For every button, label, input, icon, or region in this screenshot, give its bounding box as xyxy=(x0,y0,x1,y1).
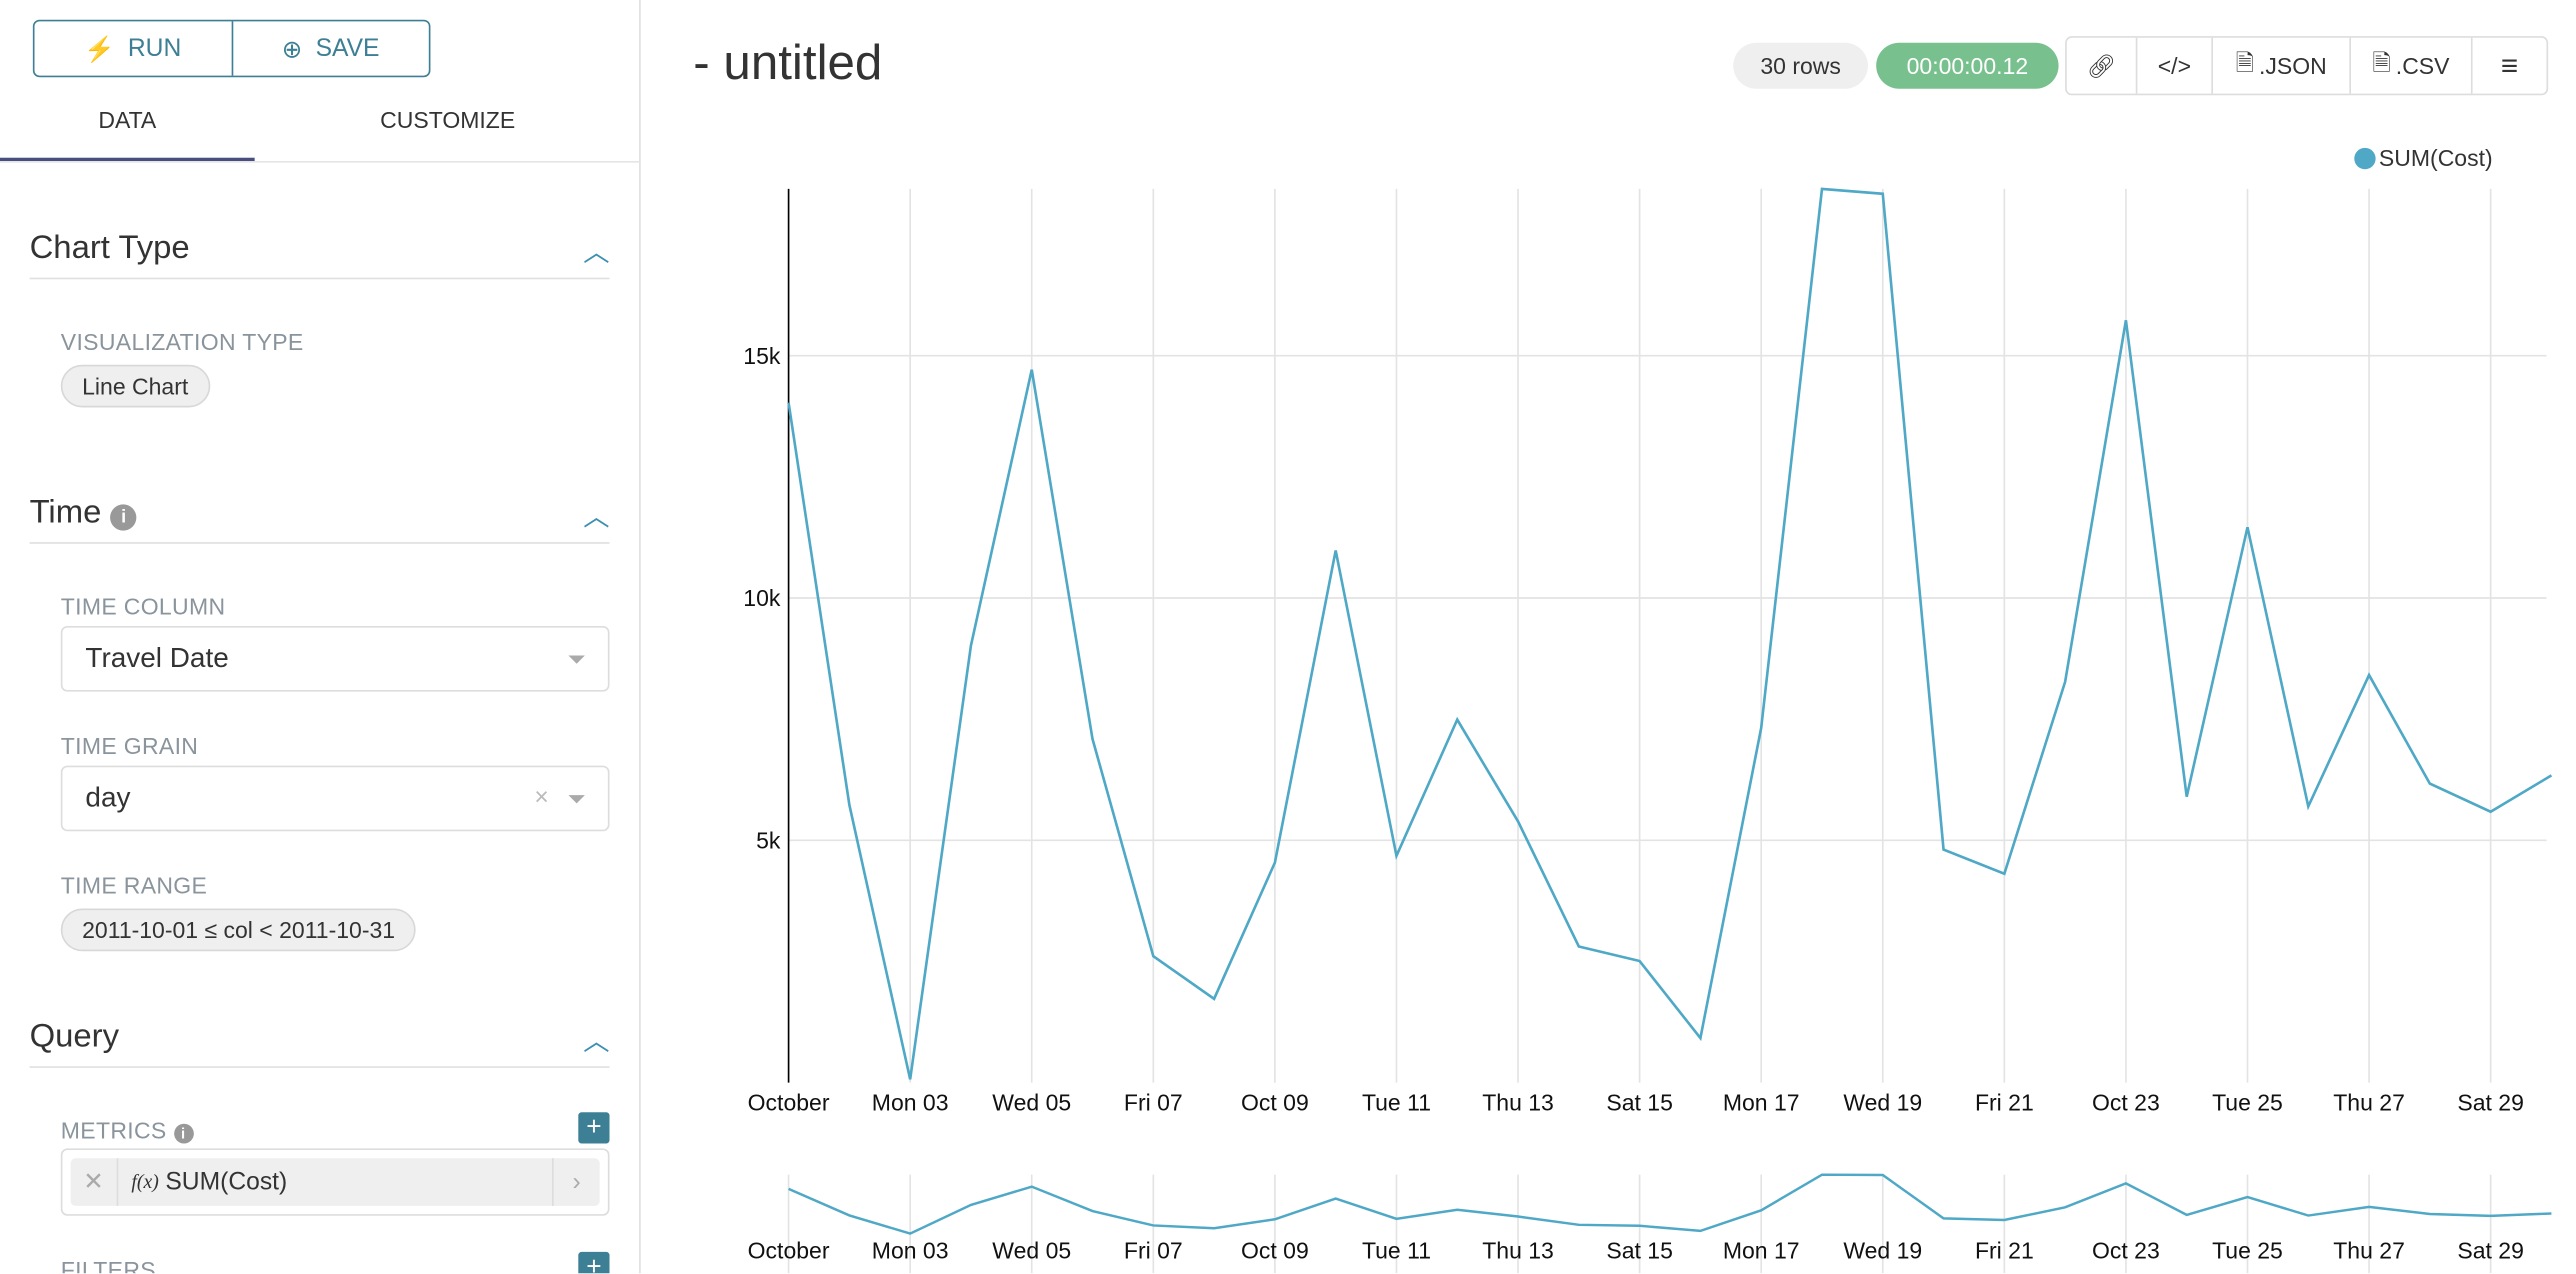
brush-tick-label: October xyxy=(748,1237,830,1263)
embed-button[interactable]: </> xyxy=(2137,37,2213,94)
x-tick-label: October xyxy=(748,1090,830,1116)
info-icon: i xyxy=(173,1123,194,1144)
section-time[interactable]: Time i ︿ xyxy=(29,485,610,544)
bolt-icon: ⚡ xyxy=(84,35,115,64)
brush-tick-label: Mon 03 xyxy=(872,1237,949,1263)
metric-item[interactable]: ✕ f(x) SUM(Cost) › xyxy=(70,1158,600,1206)
remove-metric-icon[interactable]: ✕ xyxy=(71,1158,119,1206)
x-tick-label: Sat 15 xyxy=(1606,1090,1672,1116)
timer-badge: 00:00:00.12 xyxy=(1876,42,2059,89)
export-json-button[interactable]: 🗎 .JSON xyxy=(2213,37,2351,94)
brush-tick-label: Wed 19 xyxy=(1843,1237,1922,1263)
caret-down-icon xyxy=(568,795,585,804)
x-tick-label: Mon 03 xyxy=(872,1090,949,1116)
legend-dot xyxy=(2354,147,2376,169)
chevron-up-icon[interactable]: ︿ xyxy=(583,239,610,267)
time-range-label: TIME RANGE xyxy=(60,872,208,899)
brush-tick-label: Sat 15 xyxy=(1606,1237,1672,1263)
viz-type-pill[interactable]: Line Chart xyxy=(60,364,210,408)
brush-tick-label: Fri 21 xyxy=(1975,1237,2034,1263)
clear-icon[interactable]: × xyxy=(534,783,549,812)
save-button[interactable]: ⊕ SAVE xyxy=(281,34,380,64)
time-grain-select[interactable]: day × xyxy=(60,765,610,832)
legend-item[interactable]: SUM(Cost) xyxy=(2354,145,2493,171)
link-icon: 🔗︎ xyxy=(2086,51,2116,79)
x-tick-label: Tue 25 xyxy=(2212,1090,2283,1116)
code-icon: </> xyxy=(2157,52,2192,79)
chevron-up-icon[interactable]: ︿ xyxy=(583,1027,610,1056)
time-column-label: TIME COLUMN xyxy=(60,593,226,620)
file-code-icon: 🗎 xyxy=(2235,49,2255,76)
time-grain-label: TIME GRAIN xyxy=(60,732,199,760)
x-tick-label: Fri 07 xyxy=(1124,1090,1183,1116)
run-button[interactable]: ⚡ RUN xyxy=(35,21,233,76)
run-save-group: ⚡ RUN ⊕ SAVE xyxy=(32,19,431,78)
time-range-pill[interactable]: 2011-10-01 ≤ col < 2011-10-31 xyxy=(60,908,417,952)
tab-customize[interactable]: CUSTOMIZE xyxy=(380,106,516,134)
x-tick-label: Tue 11 xyxy=(1362,1090,1431,1116)
brush-tick-label: Sat 29 xyxy=(2457,1237,2524,1263)
x-tick-label: Mon 17 xyxy=(1723,1090,1800,1116)
page-title[interactable]: - untitled xyxy=(693,36,883,91)
section-chart-type[interactable]: Chart Type ︿ xyxy=(29,220,610,280)
info-icon: i xyxy=(110,504,137,531)
chart-panel: - untitled 30 rows 00:00:00.12 🔗︎ </> 🗎.… xyxy=(642,0,2576,1273)
brush-tick-label: Oct 09 xyxy=(1241,1237,1309,1263)
metric-box: ✕ f(x) SUM(Cost) › xyxy=(60,1148,610,1216)
y-tick-label: 10k xyxy=(743,585,781,611)
y-tick-label: 15k xyxy=(743,343,781,369)
metrics-label: METRICS i xyxy=(61,1117,194,1144)
panel-tabs: DATA CUSTOMIZE xyxy=(0,90,640,163)
x-tick-label: Oct 09 xyxy=(1241,1090,1309,1116)
brush-tick-label: Mon 17 xyxy=(1723,1237,1800,1263)
series-line-sum-cost xyxy=(787,187,2553,1080)
x-tick-label: Wed 19 xyxy=(1843,1090,1922,1116)
x-tick-label: Wed 05 xyxy=(992,1090,1071,1116)
export-csv-button[interactable]: 🗎 .CSV xyxy=(2351,37,2473,94)
x-tick-label: Fri 21 xyxy=(1975,1090,2034,1116)
menu-button[interactable]: ≡ xyxy=(2473,38,2547,94)
add-metric-button[interactable]: + xyxy=(578,1112,610,1144)
brush-tick-label: Wed 05 xyxy=(992,1237,1071,1263)
export-toolbar: 🔗︎ </> 🗎 .JSON 🗎 .CSV ≡ xyxy=(2065,36,2549,96)
add-filter-button[interactable]: + xyxy=(578,1251,610,1274)
brush-tick-label: Tue 11 xyxy=(1362,1237,1431,1263)
brush-tick-label: Tue 25 xyxy=(2212,1237,2283,1263)
link-button[interactable]: 🔗︎ xyxy=(2067,37,2138,94)
rows-badge: 30 rows xyxy=(1733,42,1868,89)
plus-circle-icon: ⊕ xyxy=(281,35,303,64)
brush-line xyxy=(788,1173,2552,1235)
tab-data[interactable]: DATA xyxy=(0,90,255,162)
filters-label: FILTERS xyxy=(60,1256,156,1274)
x-tick-label: Oct 23 xyxy=(2092,1090,2160,1116)
viz-type-label: VISUALIZATION TYPE xyxy=(60,328,304,355)
hamburger-icon: ≡ xyxy=(2500,48,2519,82)
brush-tick-label: Fri 07 xyxy=(1124,1237,1183,1263)
caret-down-icon xyxy=(568,655,585,664)
brush-tick-label: Oct 23 xyxy=(2092,1237,2160,1263)
section-query[interactable]: Query ︿ xyxy=(29,1009,610,1068)
chevron-up-icon[interactable]: ︿ xyxy=(583,503,610,532)
brush-tick-label: Thu 13 xyxy=(1482,1237,1554,1263)
chevron-right-icon[interactable]: › xyxy=(552,1158,600,1206)
x-tick-label: Thu 27 xyxy=(2333,1090,2405,1116)
x-tick-label: Sat 29 xyxy=(2457,1090,2524,1116)
brush-tick-label: Thu 27 xyxy=(2333,1237,2405,1263)
control-panel: ⚡ RUN ⊕ SAVE DATA CUSTOMIZE Chart Type ︿ VI… xyxy=(0,0,641,1274)
time-column-select[interactable]: Travel Date xyxy=(60,625,610,692)
y-tick-label: 5k xyxy=(756,828,781,854)
x-tick-label: Thu 13 xyxy=(1482,1090,1554,1116)
file-text-icon: 🗎 xyxy=(2372,49,2391,76)
